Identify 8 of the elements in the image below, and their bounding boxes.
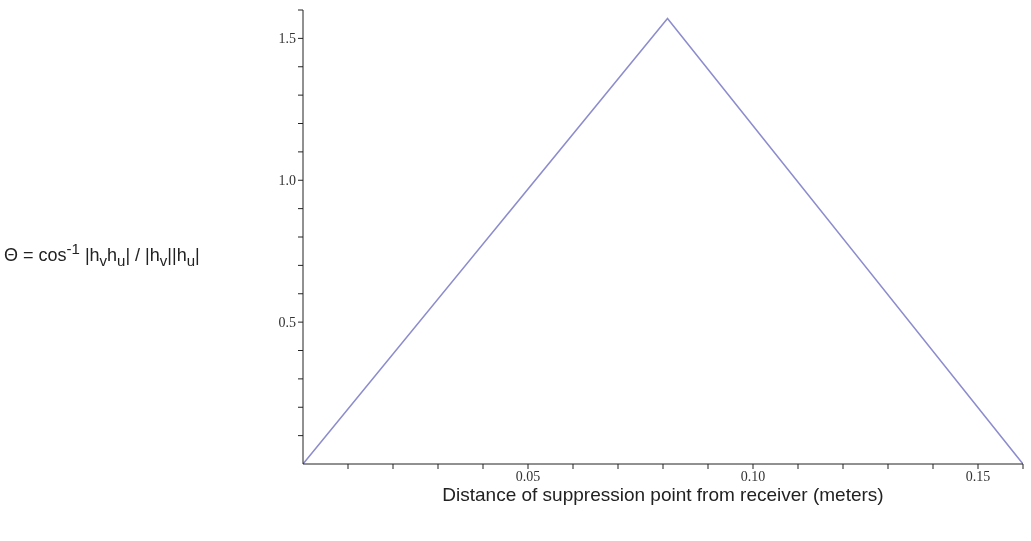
y-tick-label: 0.5: [278, 315, 296, 331]
y-tick-label: 1.5: [278, 31, 296, 47]
y-tick-label: 1.0: [278, 173, 296, 189]
x-axis-title: Distance of suppression point from receiver (meters): [441, 484, 885, 506]
x-tick-label: 0.10: [740, 468, 766, 484]
x-tick-label: 0.05: [515, 468, 541, 484]
x-tick-label: 0.15: [965, 468, 991, 484]
text: Θ = cos$^{-1}$ |h$_{v}$h$_{u}$| / |h$_{v}$||h$_{u}$|: [4, 240, 200, 269]
